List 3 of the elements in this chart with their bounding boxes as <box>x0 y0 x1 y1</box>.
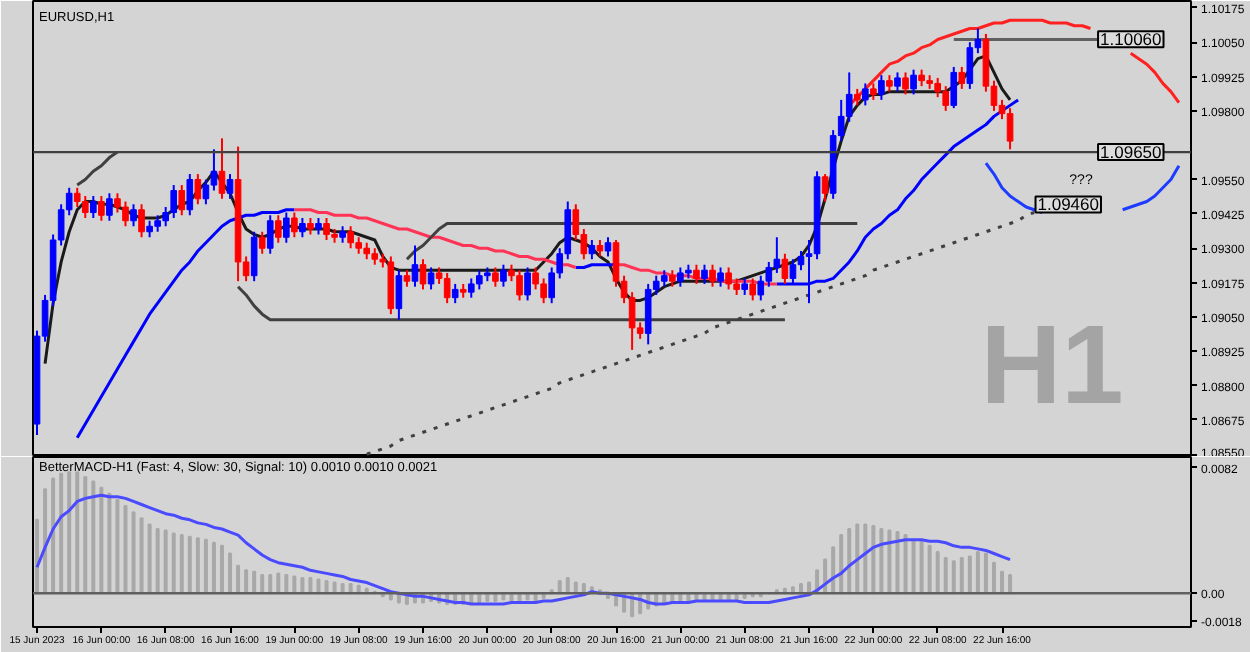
annotation: 1.10060 <box>1100 29 1163 50</box>
ref-line-label: 1.09650 <box>1100 142 1163 163</box>
annotation: 1.09460 <box>1037 194 1100 215</box>
